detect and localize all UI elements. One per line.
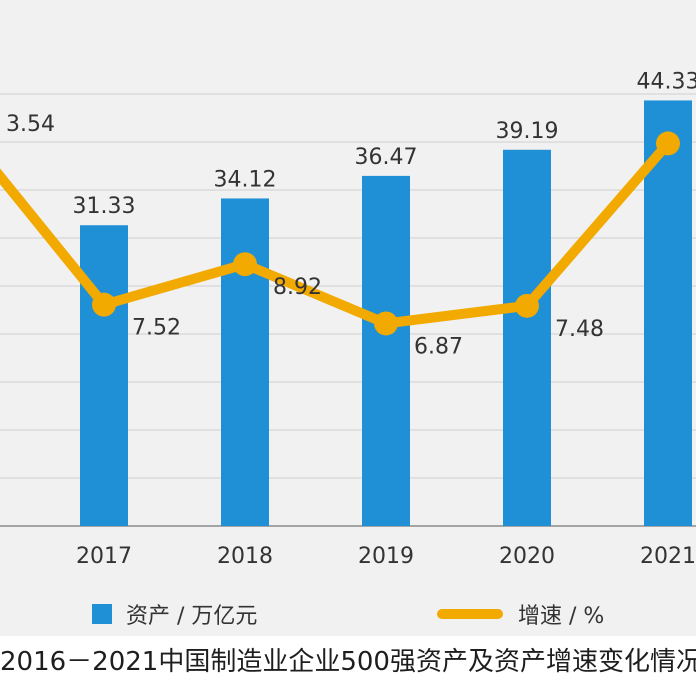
bar-value-label: 34.12 [214, 167, 277, 192]
line-value-label: 8.92 [273, 275, 322, 300]
bar-value-label: 36.47 [355, 145, 418, 170]
line-point [374, 311, 398, 336]
legend-bar-label: 资产 / 万亿元 [126, 604, 257, 629]
line-point [233, 252, 257, 277]
bar-value-label: 31.33 [73, 194, 136, 219]
bar [221, 198, 269, 526]
x-tick-label: 2020 [499, 544, 555, 569]
growth-line [0, 138, 673, 329]
bar [503, 149, 551, 526]
x-tick-label: 2017 [76, 544, 132, 569]
bar [362, 175, 410, 526]
legend-line-label: 增速 / % [518, 604, 604, 629]
chart-caption: 2016－2021中国制造业企业500强资产及资产增速变化情况 [0, 636, 696, 696]
bar-series [80, 100, 692, 526]
bar-value-label: 39.19 [496, 119, 559, 144]
bar [80, 225, 128, 526]
legend: 资产 / 万亿元 增速 / % [92, 604, 604, 629]
bar-value-label: 44.33 [637, 69, 696, 94]
legend-bar-swatch [92, 604, 112, 624]
data-labels: 31.33 34.12 36.47 39.19 44.33 3.54 7.52 8.92 6.8… [6, 69, 696, 359]
chart-canvas: 31.33 34.12 36.47 39.19 44.33 3.54 7.52 8.92 6.8… [0, 69, 696, 629]
x-tick-label: 2018 [217, 544, 273, 569]
line-point [92, 292, 116, 317]
line-point [656, 131, 680, 156]
x-axis-tick-labels: 2017 2018 2019 2020 2021 [76, 544, 696, 569]
line-point [515, 293, 539, 318]
line-value-label: 6.87 [414, 334, 463, 359]
line-value-label: 7.52 [132, 316, 181, 341]
x-tick-label: 2021 [640, 544, 696, 569]
x-tick-label: 2019 [358, 544, 414, 569]
line-value-label: 7.48 [555, 317, 604, 342]
line-series [0, 131, 680, 336]
bar [644, 100, 692, 526]
line-value-label: 3.54 [6, 112, 55, 137]
